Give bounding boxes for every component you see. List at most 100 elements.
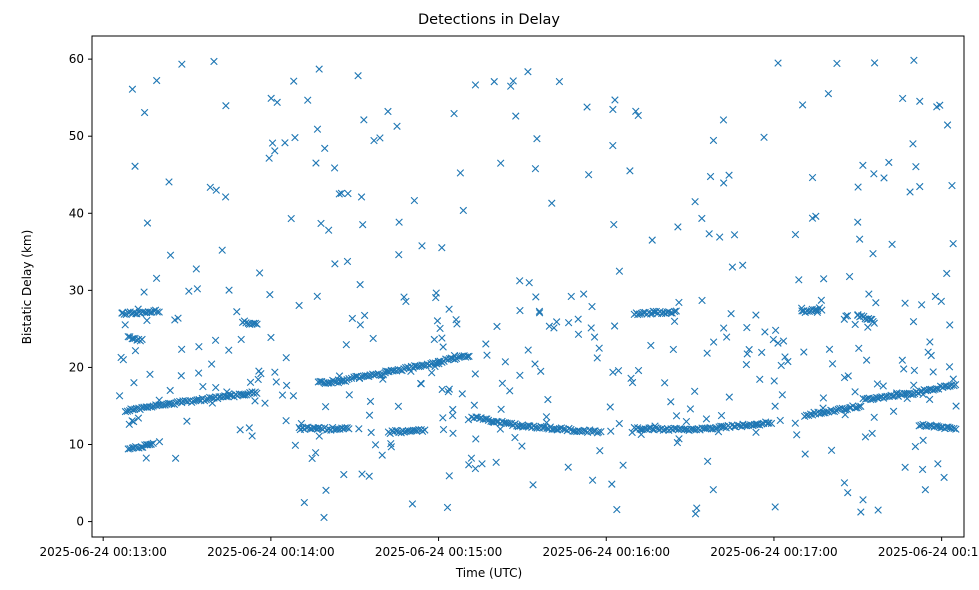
data-point <box>376 371 384 379</box>
data-point <box>825 345 834 353</box>
data-point <box>236 426 244 434</box>
data-point <box>952 402 960 410</box>
data-point <box>313 125 322 133</box>
data-point <box>366 397 375 406</box>
data-point <box>335 190 343 198</box>
data-point <box>343 257 352 266</box>
data-point <box>355 425 363 433</box>
data-point <box>885 158 893 167</box>
data-point <box>540 423 549 432</box>
data-point <box>900 389 908 398</box>
data-point <box>855 235 864 243</box>
data-point <box>395 218 403 226</box>
data-point <box>628 378 637 387</box>
data-point <box>371 441 380 449</box>
data-point <box>272 378 280 386</box>
data-point <box>767 419 776 428</box>
data-point <box>493 322 501 331</box>
data-point <box>590 333 599 341</box>
data-point <box>673 438 682 447</box>
data-point <box>266 290 274 299</box>
data-point <box>207 360 216 368</box>
y-tick-label: 30 <box>69 283 84 297</box>
data-point <box>627 374 635 383</box>
data-point <box>297 419 306 428</box>
data-point <box>917 301 926 309</box>
data-point <box>901 299 909 307</box>
data-point <box>152 76 161 85</box>
data-point <box>564 318 573 327</box>
data-point <box>320 513 328 522</box>
data-point <box>155 308 163 316</box>
data-point <box>588 302 596 311</box>
data-point <box>682 417 691 426</box>
data-point <box>496 159 505 167</box>
data-point <box>854 218 862 226</box>
data-point <box>337 189 346 197</box>
data-point <box>497 405 505 414</box>
data-point <box>921 486 930 494</box>
data-point <box>206 183 214 192</box>
data-point <box>471 464 480 473</box>
data-point <box>544 395 552 404</box>
data-point <box>168 400 176 408</box>
data-point <box>443 503 452 512</box>
data-point <box>660 379 669 387</box>
data-point <box>121 321 129 329</box>
data-point <box>855 402 863 411</box>
data-point <box>313 292 321 301</box>
data-point <box>909 317 918 326</box>
data-point <box>218 246 226 254</box>
data-point <box>433 317 442 325</box>
data-point <box>936 101 944 109</box>
data-point <box>765 419 773 427</box>
data-point <box>143 219 152 227</box>
data-point <box>291 133 299 142</box>
data-point <box>445 305 453 313</box>
data-point <box>888 240 896 248</box>
data-point <box>140 288 148 296</box>
data-point <box>531 164 540 173</box>
data-point <box>525 278 533 287</box>
data-point <box>932 384 941 393</box>
data-point <box>728 263 737 271</box>
data-point <box>140 108 149 117</box>
data-point <box>138 335 146 344</box>
data-point <box>428 368 436 377</box>
data-point <box>324 226 333 234</box>
data-point <box>903 394 911 403</box>
data-point <box>458 390 466 398</box>
data-point <box>703 457 712 465</box>
data-point <box>325 379 333 387</box>
data-point <box>321 402 330 411</box>
data-point <box>195 342 203 351</box>
data-point <box>535 307 544 315</box>
data-point <box>278 391 287 399</box>
data-point <box>870 170 878 178</box>
data-point <box>124 332 132 341</box>
data-point <box>545 322 554 330</box>
data-point <box>672 412 681 420</box>
data-point <box>358 470 366 478</box>
data-point <box>832 406 840 414</box>
data-point <box>869 249 877 258</box>
data-point <box>115 392 124 400</box>
data-point <box>635 310 644 318</box>
data-point <box>752 428 760 436</box>
data-point <box>819 404 827 412</box>
data-point <box>343 375 351 384</box>
data-point <box>819 275 828 283</box>
data-point <box>416 379 425 388</box>
data-point <box>317 377 326 386</box>
data-point <box>255 367 263 375</box>
data-point <box>489 418 498 426</box>
data-point <box>130 379 138 387</box>
data-point <box>166 399 174 408</box>
data-point <box>348 314 357 323</box>
data-point <box>828 360 837 368</box>
data-point <box>153 308 161 316</box>
data-point <box>845 272 854 281</box>
data-point <box>743 350 751 358</box>
data-point <box>490 77 498 86</box>
data-point <box>211 336 220 345</box>
